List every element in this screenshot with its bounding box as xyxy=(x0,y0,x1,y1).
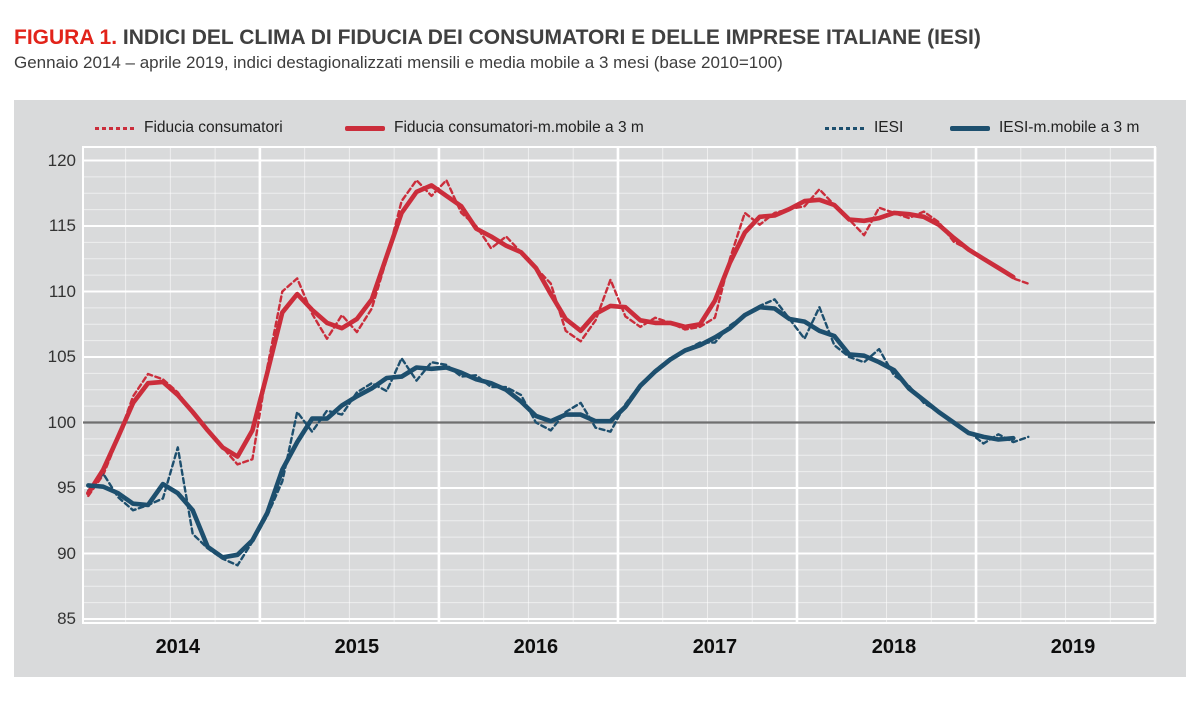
plot-border xyxy=(82,146,1156,624)
x-year-label: 2017 xyxy=(692,636,738,658)
figure-subtitle: Gennaio 2014 – aprile 2019, indici desta… xyxy=(14,53,783,72)
legend-item-fiducia-consumatori-mobile: Fiducia consumatori-m.mobile a 3 m xyxy=(345,118,644,138)
legend-item-fiducia-consumatori: Fiducia consumatori xyxy=(95,118,283,138)
series-line-red-solid xyxy=(86,183,1016,496)
figure-title: FIGURA 1. INDICI DEL CLIMA DI FIDUCIA DE… xyxy=(14,26,981,50)
chart-canvas xyxy=(82,146,1157,624)
y-tick-label: 95 xyxy=(57,478,76,497)
y-tick-label: 115 xyxy=(48,216,76,235)
chart-legend: Fiducia consumatori Fiducia consumatori-… xyxy=(14,100,1186,140)
y-tick-label: 120 xyxy=(47,150,76,170)
legend-item-iesi: IESI xyxy=(825,118,903,138)
blue-dashed-line-swatch xyxy=(825,126,865,130)
x-year-label: 2015 xyxy=(334,636,380,658)
series-line-blue-solid xyxy=(86,304,1016,560)
legend-item-iesi-mobile: IESI-m.mobile a 3 m xyxy=(950,118,1139,138)
x-year-label: 2018 xyxy=(871,636,917,658)
figure-title-prefix: FIGURA 1. xyxy=(14,26,118,49)
chart-panel: Fiducia consumatori Fiducia consumatori-… xyxy=(14,100,1186,677)
figure-title-text: INDICI DEL CLIMA DI FIDUCIA DEI CONSUMAT… xyxy=(122,26,981,49)
series-line-red-dashed xyxy=(87,178,1030,498)
legend-label: Fiducia consumatori-m.mobile a 3 m xyxy=(394,119,644,136)
y-tick-label: 85 xyxy=(57,609,76,628)
legend-label: Fiducia consumatori xyxy=(144,119,283,136)
red-dashed-line-swatch xyxy=(95,126,135,130)
legend-label: IESI-m.mobile a 3 m xyxy=(999,119,1140,136)
legend-label: IESI xyxy=(874,119,904,136)
x-year-label: 2014 xyxy=(155,636,201,658)
y-tick-label: 110 xyxy=(48,281,76,301)
series-line-blue-dashed xyxy=(87,298,1030,567)
y-tick-label: 90 xyxy=(57,543,76,563)
y-tick-label: 105 xyxy=(47,347,76,366)
x-year-label: 2019 xyxy=(1050,636,1096,658)
red-solid-line-swatch xyxy=(345,125,385,131)
x-year-label: 2016 xyxy=(513,636,559,658)
blue-solid-line-swatch xyxy=(950,125,990,131)
y-tick-label: 100 xyxy=(47,412,76,432)
